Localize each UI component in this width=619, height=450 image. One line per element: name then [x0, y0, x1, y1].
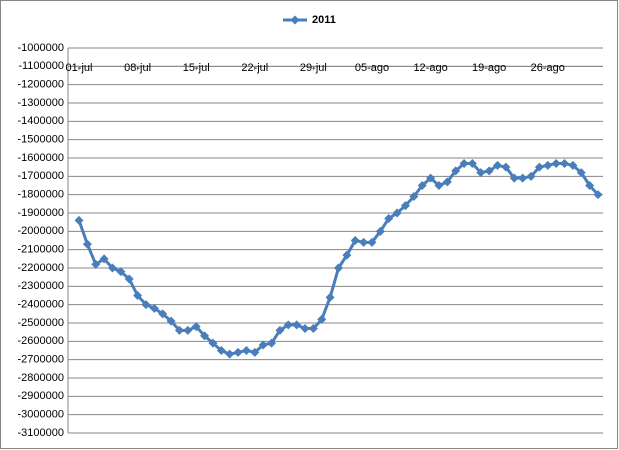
- y-tick-label: -2100000: [18, 244, 65, 256]
- data-point: [560, 159, 570, 168]
- data-point: [141, 300, 151, 310]
- data-point: [442, 177, 452, 187]
- y-tick-label: -2800000: [18, 372, 65, 384]
- data-point: [585, 181, 595, 190]
- y-tick-label: -2000000: [18, 225, 65, 237]
- data-point: [543, 160, 553, 170]
- y-tick-label: -1800000: [18, 189, 65, 201]
- data-point: [225, 349, 235, 359]
- data-point: [350, 236, 360, 245]
- data-point: [484, 166, 494, 176]
- data-point: [476, 168, 486, 178]
- data-point: [258, 340, 268, 350]
- x-tick-label: 22-jul: [241, 62, 268, 74]
- data-point: [191, 322, 201, 332]
- data-point: [267, 338, 277, 348]
- x-tick-label: 01-jul: [66, 62, 93, 74]
- y-tick-label: -3000000: [18, 409, 65, 421]
- data-point: [551, 159, 561, 168]
- data-point: [74, 215, 84, 225]
- y-tick-label: -1200000: [18, 79, 65, 91]
- data-point: [367, 237, 377, 247]
- data-point: [241, 346, 251, 355]
- data-point: [166, 316, 176, 326]
- x-tick-label: 12-ago: [413, 62, 447, 74]
- y-tick-label: -1100000: [18, 60, 64, 72]
- data-point: [124, 274, 134, 284]
- x-tick-label: 08-jul: [124, 62, 151, 74]
- data-point: [493, 160, 503, 170]
- data-point: [91, 259, 101, 269]
- y-tick-label: -2700000: [18, 354, 65, 366]
- data-point: [518, 173, 528, 183]
- data-point: [384, 214, 394, 223]
- data-point: [99, 254, 109, 264]
- data-point: [400, 201, 410, 211]
- data-point: [292, 320, 302, 330]
- data-point: [434, 181, 444, 190]
- data-point: [208, 338, 218, 348]
- data-point: [426, 173, 436, 183]
- y-tick-label: -1600000: [18, 152, 65, 164]
- data-point: [334, 263, 343, 273]
- data-point: [283, 320, 293, 330]
- x-tick-label: 26-ago: [531, 62, 565, 74]
- data-point: [183, 325, 193, 335]
- y-tick-label: -1700000: [18, 170, 65, 182]
- y-tick-label: -2900000: [18, 390, 65, 402]
- y-tick-label: -3100000: [18, 427, 65, 439]
- y-tick-label: -2200000: [18, 262, 65, 274]
- data-point: [359, 237, 369, 247]
- y-tick-label: -2500000: [18, 317, 65, 329]
- y-tick-label: -2400000: [18, 299, 65, 311]
- data-point: [250, 347, 260, 357]
- data-point: [200, 331, 210, 341]
- data-point: [526, 171, 536, 181]
- data-point: [275, 325, 285, 335]
- data-point: [116, 267, 126, 277]
- data-point: [107, 263, 117, 273]
- x-tick-label: 29-jul: [300, 62, 327, 74]
- data-point: [501, 162, 511, 172]
- y-tick-label: -2600000: [18, 335, 65, 347]
- data-point: [509, 173, 519, 183]
- x-tick-label: 05-ago: [355, 62, 389, 74]
- data-point: [133, 291, 143, 300]
- data-point: [593, 190, 603, 200]
- data-point: [158, 309, 168, 319]
- y-tick-label: -1000000: [18, 42, 65, 54]
- data-point: [459, 159, 469, 168]
- data-point: [467, 159, 477, 168]
- legend-marker: [290, 15, 300, 25]
- data-point: [409, 192, 419, 201]
- data-point: [417, 181, 427, 190]
- y-tick-label: -1500000: [18, 134, 65, 146]
- data-point: [149, 303, 159, 313]
- data-point: [375, 226, 385, 236]
- legend-label: 2011: [312, 14, 336, 26]
- data-point: [568, 160, 578, 170]
- y-tick-label: -1300000: [18, 97, 65, 109]
- data-point: [451, 166, 461, 176]
- data-point: [233, 347, 243, 357]
- data-point: [576, 168, 586, 178]
- data-point: [317, 314, 327, 324]
- y-tick-label: -2300000: [18, 280, 65, 292]
- y-tick-label: -1900000: [18, 207, 65, 219]
- x-tick-label: 15-jul: [183, 62, 210, 74]
- x-tick-label: 19-ago: [472, 62, 506, 74]
- y-tick-label: -1400000: [18, 115, 65, 127]
- data-point: [308, 324, 318, 333]
- data-point: [534, 162, 544, 172]
- data-point: [300, 324, 310, 333]
- data-point: [174, 325, 184, 335]
- data-point: [325, 292, 335, 302]
- data-point: [392, 208, 402, 218]
- data-point: [82, 239, 92, 249]
- data-point: [342, 250, 352, 260]
- data-point: [216, 346, 226, 355]
